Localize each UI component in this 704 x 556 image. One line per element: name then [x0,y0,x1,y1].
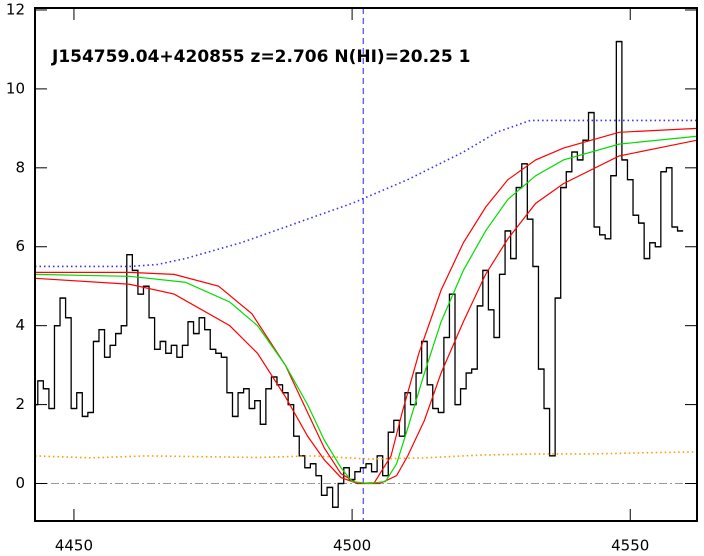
x-tick-label: 4550 [611,537,649,555]
step-connector [35,40,684,508]
y-tick-label: 6 [15,237,25,255]
y-tick-label: 12 [6,0,25,18]
series-line [35,127,697,485]
series-line [35,119,697,268]
series-line [35,451,697,460]
x-tick-label: 4450 [55,537,93,555]
y-tick-label: 4 [15,316,25,334]
x-tick-label: 4500 [333,537,371,555]
y-tick-label: 10 [6,79,25,97]
plot-area [35,8,697,521]
series-line [35,139,697,485]
y-tick-label: 0 [15,474,25,492]
plot-frame [34,7,698,522]
series-line [35,135,697,485]
chart-title: J154759.04+420855 z=2.706 N(HI)=20.25 1 [51,47,470,67]
y-tick-label: 2 [15,395,25,413]
y-tick-label: 8 [15,158,25,176]
